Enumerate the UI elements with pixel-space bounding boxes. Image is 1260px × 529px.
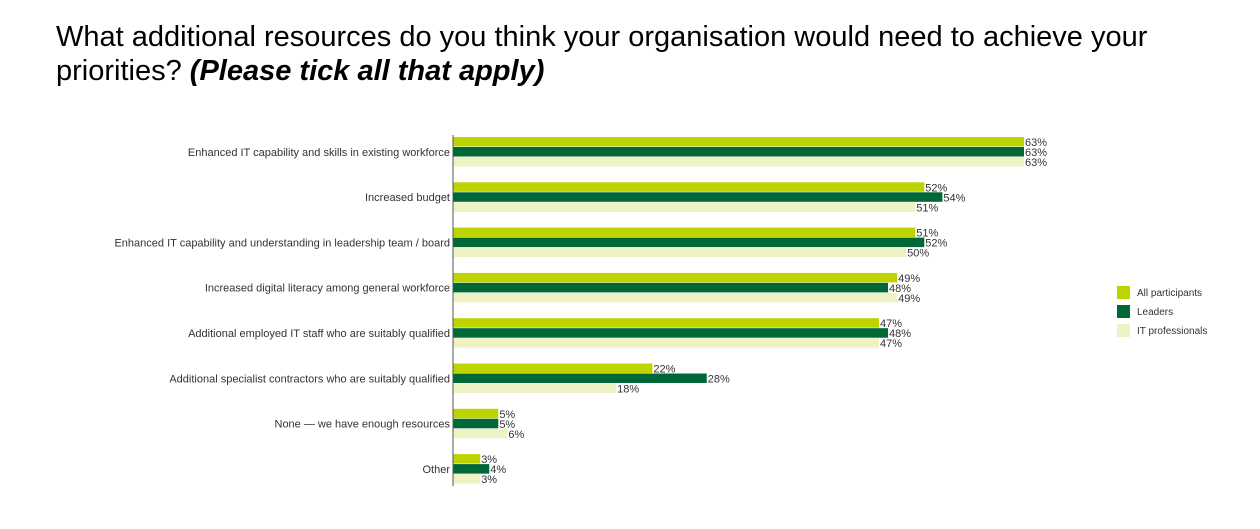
category-label: Other (422, 464, 450, 476)
data-label: 63% (1025, 157, 1047, 169)
bar-all-participants (453, 363, 653, 373)
data-label: 3% (481, 474, 497, 486)
bar-all-participants (453, 137, 1024, 147)
bar-leaders (453, 373, 707, 383)
bar-it-professionals (453, 247, 907, 258)
bar-leaders (453, 328, 889, 338)
category-label: None — we have enough resources (275, 419, 451, 431)
data-label: 54% (943, 192, 965, 204)
category-label: Enhanced IT capability and skills in exi… (188, 147, 450, 159)
data-label: 3% (481, 454, 497, 466)
data-label: 52% (925, 238, 947, 250)
bar-all-participants (453, 454, 481, 464)
category-labels: Enhanced IT capability and skills in exi… (114, 147, 450, 476)
data-label: 18% (617, 384, 639, 396)
legend: All participants Leaders IT professionals (1117, 286, 1207, 337)
category-label: Additional employed IT staff who are sui… (188, 328, 450, 340)
data-label: 48% (889, 283, 911, 295)
data-label: 49% (898, 293, 920, 305)
bar-all-participants (453, 272, 898, 283)
bar-leaders (453, 282, 889, 293)
legend-label: IT professionals (1137, 326, 1207, 337)
data-label: 63% (1025, 137, 1047, 149)
value-labels: 63%63%63%52%54%51%51%52%50%49%48%49%47%4… (481, 137, 1047, 486)
bar-it-professionals (453, 338, 879, 348)
data-label: 52% (925, 182, 947, 194)
bar-it-professionals (453, 474, 481, 484)
title-main: What additional resources do you think y… (56, 21, 1148, 87)
data-label: 51% (916, 228, 938, 240)
data-label: 47% (880, 318, 902, 330)
bar-group (452, 135, 1024, 487)
legend-swatch (1117, 324, 1130, 337)
legend-label: Leaders (1137, 307, 1173, 318)
bar-leaders (453, 192, 943, 202)
bar-all-participants (453, 318, 879, 328)
bar-it-professionals (453, 383, 617, 393)
bar-all-participants (453, 408, 499, 419)
category-label: Enhanced IT capability and understanding… (114, 237, 450, 249)
chart-title: What additional resources do you think y… (56, 20, 1236, 88)
title-emphasis: (Please tick all that apply) (189, 55, 545, 87)
data-label: 5% (499, 419, 515, 431)
legend-label: All participants (1137, 288, 1202, 299)
data-label: 5% (499, 409, 515, 421)
bar-leaders (453, 464, 490, 474)
data-label: 6% (508, 429, 524, 441)
category-label: Additional specialist contractors who ar… (169, 373, 450, 385)
bar-leaders (453, 418, 499, 429)
data-label: 28% (708, 374, 730, 386)
bar-it-professionals (453, 202, 916, 212)
data-label: 4% (490, 464, 506, 476)
bar-it-professionals (453, 157, 1024, 167)
legend-swatch (1117, 286, 1130, 299)
data-label: 50% (907, 248, 929, 260)
bar-leaders (453, 147, 1024, 157)
data-label: 49% (898, 273, 920, 285)
bar-it-professionals (453, 292, 898, 303)
bar-leaders (453, 237, 925, 248)
data-label: 48% (889, 328, 911, 340)
bar-all-participants (453, 182, 925, 192)
category-label: Increased digital literacy among general… (205, 283, 450, 295)
data-label: 51% (916, 202, 938, 214)
data-label: 47% (880, 338, 902, 350)
bar-it-professionals (453, 428, 508, 439)
legend-swatch (1117, 305, 1130, 318)
category-label: Increased budget (365, 192, 450, 204)
bar-all-participants (453, 227, 916, 238)
data-label: 22% (653, 364, 675, 376)
data-label: 63% (1025, 147, 1047, 159)
